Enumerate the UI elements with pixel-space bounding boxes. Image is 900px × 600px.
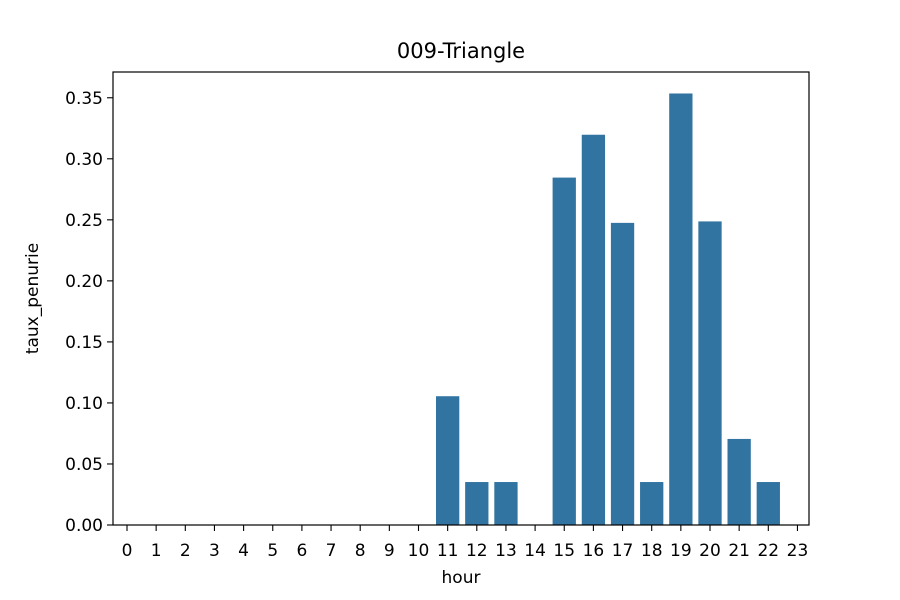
bars-group xyxy=(436,93,780,526)
x-tick-label: 13 xyxy=(495,541,517,561)
y-tick-label: 0.25 xyxy=(65,211,103,231)
x-axis-label: hour xyxy=(442,568,481,588)
x-tick-label: 22 xyxy=(757,541,779,561)
x-tick-label: 12 xyxy=(466,541,488,561)
x-tick-label: 0 xyxy=(122,541,133,561)
y-tick-label: 0.05 xyxy=(65,455,103,475)
y-tick-label: 0.15 xyxy=(65,333,103,353)
plot-frame xyxy=(112,71,810,526)
bar-12 xyxy=(465,482,489,525)
x-tick-label: 18 xyxy=(641,541,663,561)
bar-22 xyxy=(756,482,780,525)
bar-11 xyxy=(436,396,460,525)
bar-19 xyxy=(669,93,693,525)
chart-title: 009-Triangle xyxy=(397,39,525,63)
x-axis-ticks: 0 1 2 3 4 5 6 7 8 9 10 11 12 13 14 15 16 17 18 19 20 21 22 23 xyxy=(122,525,809,561)
x-tick-label: 4 xyxy=(238,541,249,561)
x-tick-label: 9 xyxy=(384,541,395,561)
bar-17 xyxy=(610,222,635,525)
x-tick-label: 21 xyxy=(728,541,750,561)
y-tick-label: 0.20 xyxy=(65,272,103,292)
x-tick-label: 19 xyxy=(670,541,692,561)
x-tick-label: 5 xyxy=(267,541,278,561)
y-tick-label: 0.00 xyxy=(65,516,103,536)
x-tick-label: 20 xyxy=(699,541,721,561)
y-tick-label: 0.30 xyxy=(65,150,103,170)
y-axis-ticks: 0.00 0.05 0.10 0.15 0.20 0.25 0.30 0.35 xyxy=(65,89,113,536)
x-tick-label: 8 xyxy=(355,541,366,561)
bar-13 xyxy=(494,482,518,525)
bar-20 xyxy=(698,221,722,525)
bar-15 xyxy=(552,177,576,525)
x-tick-label: 7 xyxy=(326,541,337,561)
y-axis-label: taux_penurie xyxy=(23,243,43,354)
x-tick-label: 17 xyxy=(612,541,634,561)
bar-16 xyxy=(581,134,606,526)
x-tick-label: 14 xyxy=(524,541,546,561)
y-tick-label: 0.10 xyxy=(65,394,103,414)
x-tick-label: 15 xyxy=(553,541,575,561)
x-tick-label: 10 xyxy=(408,541,430,561)
x-tick-label: 23 xyxy=(787,541,809,561)
y-tick-label: 0.35 xyxy=(65,89,103,109)
x-tick-label: 3 xyxy=(209,541,220,561)
x-tick-label: 16 xyxy=(583,541,605,561)
x-tick-label: 6 xyxy=(296,541,307,561)
bar-18 xyxy=(640,482,664,525)
x-tick-label: 1 xyxy=(151,541,162,561)
bar-21 xyxy=(727,438,751,525)
x-tick-label: 11 xyxy=(437,541,459,561)
x-tick-label: 2 xyxy=(180,541,191,561)
